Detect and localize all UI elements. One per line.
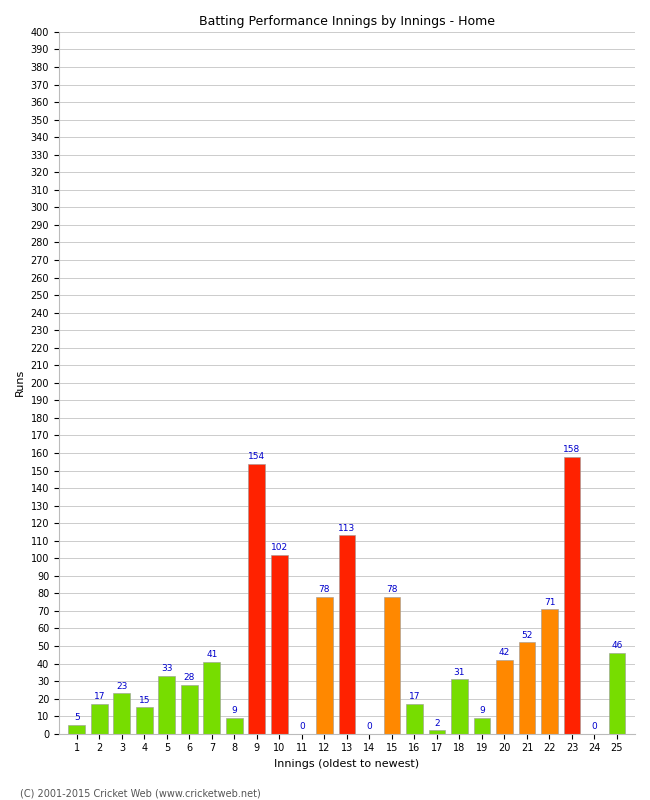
Text: 15: 15	[138, 696, 150, 705]
Bar	[564, 457, 580, 734]
Bar	[136, 707, 153, 734]
Text: 41: 41	[206, 650, 218, 659]
Text: 46: 46	[611, 642, 623, 650]
Text: 31: 31	[454, 668, 465, 677]
Bar	[428, 730, 445, 734]
Bar	[226, 718, 243, 734]
Bar	[451, 679, 468, 734]
Text: 78: 78	[318, 586, 330, 594]
Bar	[316, 597, 333, 734]
Bar	[406, 704, 423, 734]
Text: 0: 0	[592, 722, 597, 731]
Text: 158: 158	[564, 445, 580, 454]
Text: 33: 33	[161, 664, 173, 673]
Text: 2: 2	[434, 718, 440, 727]
Text: 5: 5	[74, 714, 80, 722]
Bar	[91, 704, 108, 734]
Bar	[339, 535, 356, 734]
Text: 0: 0	[299, 722, 305, 731]
Text: 9: 9	[479, 706, 485, 715]
Bar	[608, 653, 625, 734]
Bar	[474, 718, 490, 734]
Y-axis label: Runs: Runs	[15, 370, 25, 397]
Bar	[248, 463, 265, 734]
Text: 17: 17	[409, 692, 420, 702]
X-axis label: Innings (oldest to newest): Innings (oldest to newest)	[274, 759, 419, 769]
Text: 78: 78	[386, 586, 398, 594]
Text: (C) 2001-2015 Cricket Web (www.cricketweb.net): (C) 2001-2015 Cricket Web (www.cricketwe…	[20, 788, 260, 798]
Text: 17: 17	[94, 692, 105, 702]
Text: 23: 23	[116, 682, 127, 690]
Bar	[519, 642, 536, 734]
Bar	[68, 725, 85, 734]
Bar	[384, 597, 400, 734]
Text: 113: 113	[339, 524, 356, 533]
Bar	[203, 662, 220, 734]
Bar	[181, 685, 198, 734]
Text: 154: 154	[248, 452, 265, 461]
Bar	[114, 694, 131, 734]
Bar	[496, 660, 513, 734]
Text: 9: 9	[231, 706, 237, 715]
Text: 28: 28	[184, 673, 195, 682]
Title: Batting Performance Innings by Innings - Home: Batting Performance Innings by Innings -…	[199, 15, 495, 28]
Text: 52: 52	[521, 631, 532, 640]
Text: 0: 0	[367, 722, 372, 731]
Text: 42: 42	[499, 649, 510, 658]
Bar	[159, 676, 176, 734]
Bar	[541, 609, 558, 734]
Text: 102: 102	[271, 543, 288, 552]
Bar	[271, 554, 288, 734]
Text: 71: 71	[544, 598, 555, 606]
